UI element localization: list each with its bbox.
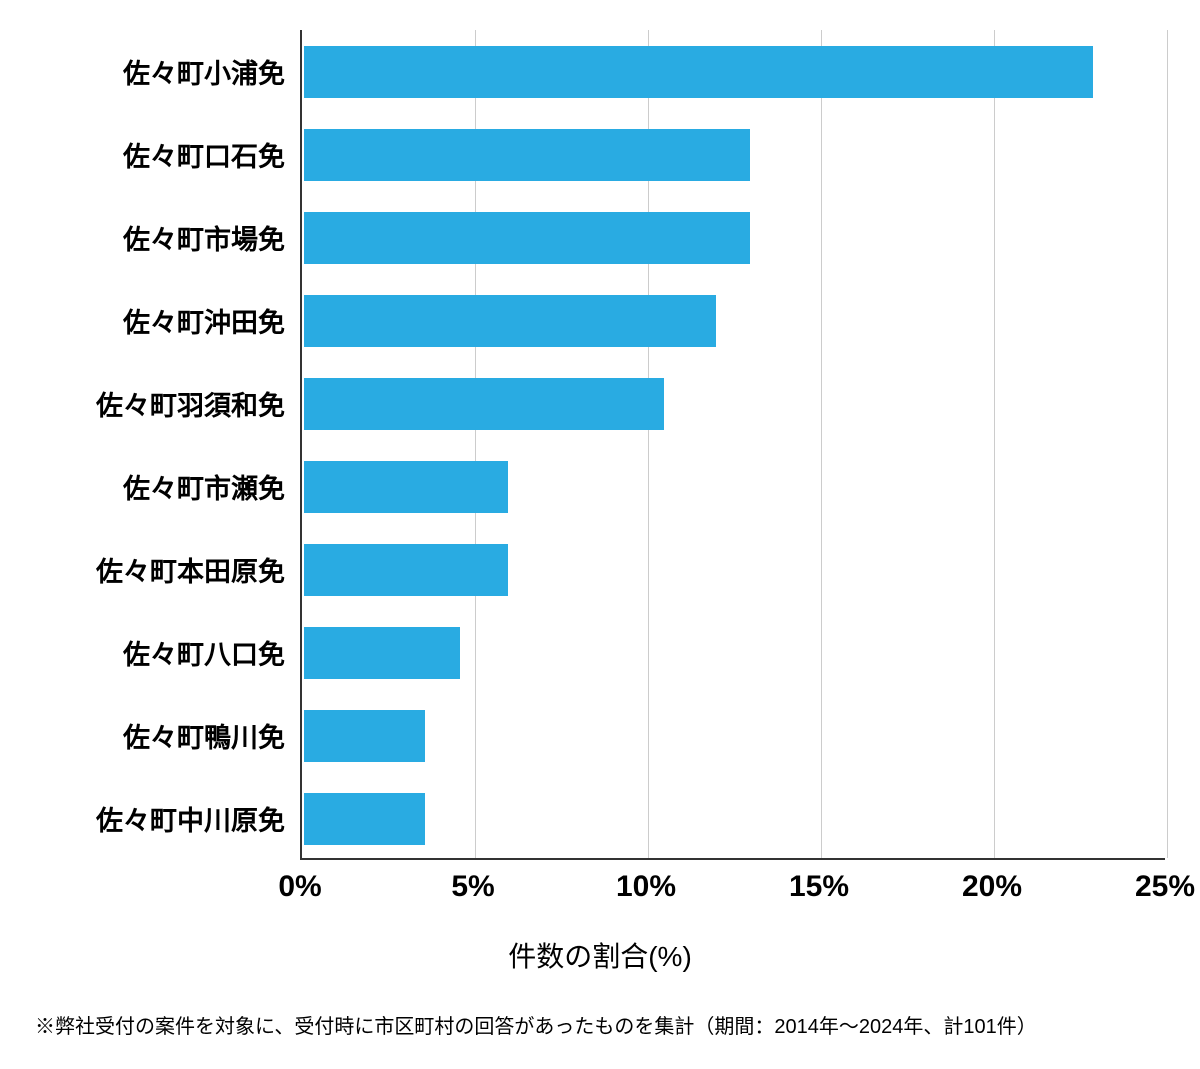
x-tick-label: 20%: [962, 870, 1022, 904]
bar: [304, 793, 425, 845]
x-tick-label: 10%: [616, 870, 676, 904]
bar-row: 佐々町口石免: [302, 113, 1165, 196]
bar: [304, 212, 750, 264]
bar-row: 佐々町本田原免: [302, 528, 1165, 611]
x-axis-title: 件数の割合(%): [35, 935, 1165, 975]
x-tick-label: 0%: [278, 870, 321, 904]
category-label: 佐々町羽須和免: [25, 384, 285, 423]
category-label: 佐々町中川原免: [25, 799, 285, 838]
bar: [304, 461, 508, 513]
category-label: 佐々町市瀬免: [25, 467, 285, 506]
x-tick-label: 25%: [1135, 870, 1195, 904]
bar-row: 佐々町八口免: [302, 611, 1165, 694]
bar: [304, 129, 750, 181]
category-label: 佐々町八口免: [25, 633, 285, 672]
category-label: 佐々町沖田免: [25, 301, 285, 340]
bar: [304, 544, 508, 596]
bar: [304, 378, 664, 430]
plot-area: 佐々町小浦免佐々町口石免佐々町市場免佐々町沖田免佐々町羽須和免佐々町市瀬免佐々町…: [300, 30, 1165, 860]
x-tick-label: 5%: [451, 870, 494, 904]
bar-row: 佐々町小浦免: [302, 30, 1165, 113]
category-label: 佐々町口石免: [25, 135, 285, 174]
bar: [304, 627, 460, 679]
bar: [304, 46, 1093, 98]
bar: [304, 295, 716, 347]
category-label: 佐々町本田原免: [25, 550, 285, 589]
category-label: 佐々町市場免: [25, 218, 285, 257]
bar: [304, 710, 425, 762]
bar-row: 佐々町羽須和免: [302, 362, 1165, 445]
chart-container: 佐々町小浦免佐々町口石免佐々町市場免佐々町沖田免佐々町羽須和免佐々町市瀬免佐々町…: [35, 30, 1165, 910]
category-label: 佐々町小浦免: [25, 52, 285, 91]
footnote: ※弊社受付の案件を対象に、受付時に市区町村の回答があったものを集計（期間：201…: [35, 1010, 1037, 1039]
bar-row: 佐々町市瀬免: [302, 445, 1165, 528]
bar-row: 佐々町鴨川免: [302, 694, 1165, 777]
grid-line: [1167, 30, 1168, 858]
x-tick-label: 15%: [789, 870, 849, 904]
bar-row: 佐々町中川原免: [302, 777, 1165, 860]
bar-row: 佐々町市場免: [302, 196, 1165, 279]
bar-row: 佐々町沖田免: [302, 279, 1165, 362]
category-label: 佐々町鴨川免: [25, 716, 285, 755]
